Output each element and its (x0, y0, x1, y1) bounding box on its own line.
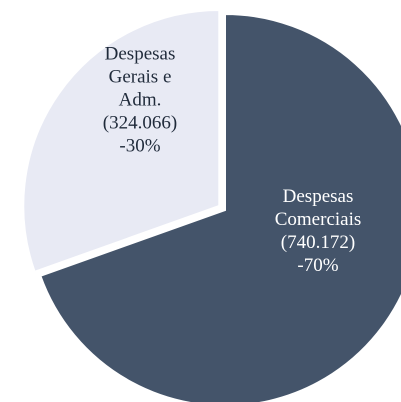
pie-labels: Despesas Comerciais (740.172) -70%Despesas G… (103, 43, 361, 276)
pie-slice-2 (22, 8, 221, 274)
pie-slice-label-2: Despesas Gerais e Adm. (324.066) -30% (103, 43, 177, 156)
pie-label-line: Comerciais (275, 209, 362, 230)
pie-label-line: (740.172) (281, 232, 355, 253)
pie-label-line: -30% (119, 135, 160, 156)
pie-label-line: (324.066) (103, 112, 177, 133)
pie-slice-label-1: Despesas Comerciais (740.172) -70% (275, 186, 362, 276)
pie-slice-1 (39, 12, 401, 402)
pie-slices (22, 8, 401, 402)
pie-label-line: Despesas (283, 186, 354, 207)
pie-label-line: Adm. (119, 89, 162, 110)
pie-label-line: -70% (297, 255, 338, 276)
pie-label-line: Gerais e (109, 66, 172, 87)
pie-label-line: Despesas (105, 43, 176, 64)
